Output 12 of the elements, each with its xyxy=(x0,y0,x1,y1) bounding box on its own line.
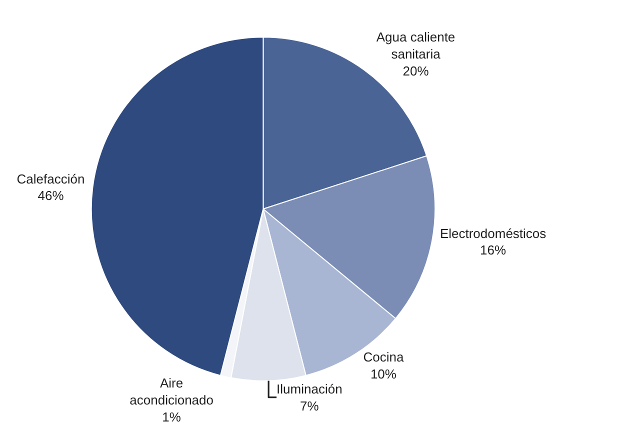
data-label: 20% xyxy=(402,63,430,78)
slice-label: Electrodomésticos xyxy=(440,226,547,241)
slice-label: Iluminación xyxy=(276,381,342,396)
slice-label: Calefacción xyxy=(16,171,85,186)
data-label: 1% xyxy=(162,409,182,424)
data-label: 16% xyxy=(480,242,507,258)
slice-label: Agua caliente sanitaria xyxy=(376,30,456,62)
data-label: 10% xyxy=(370,366,397,382)
slice-label: Cocina xyxy=(363,350,404,365)
data-label: 7% xyxy=(300,398,320,414)
slice-label: Aire acondicionado xyxy=(130,376,214,408)
data-label: 46% xyxy=(38,188,64,204)
